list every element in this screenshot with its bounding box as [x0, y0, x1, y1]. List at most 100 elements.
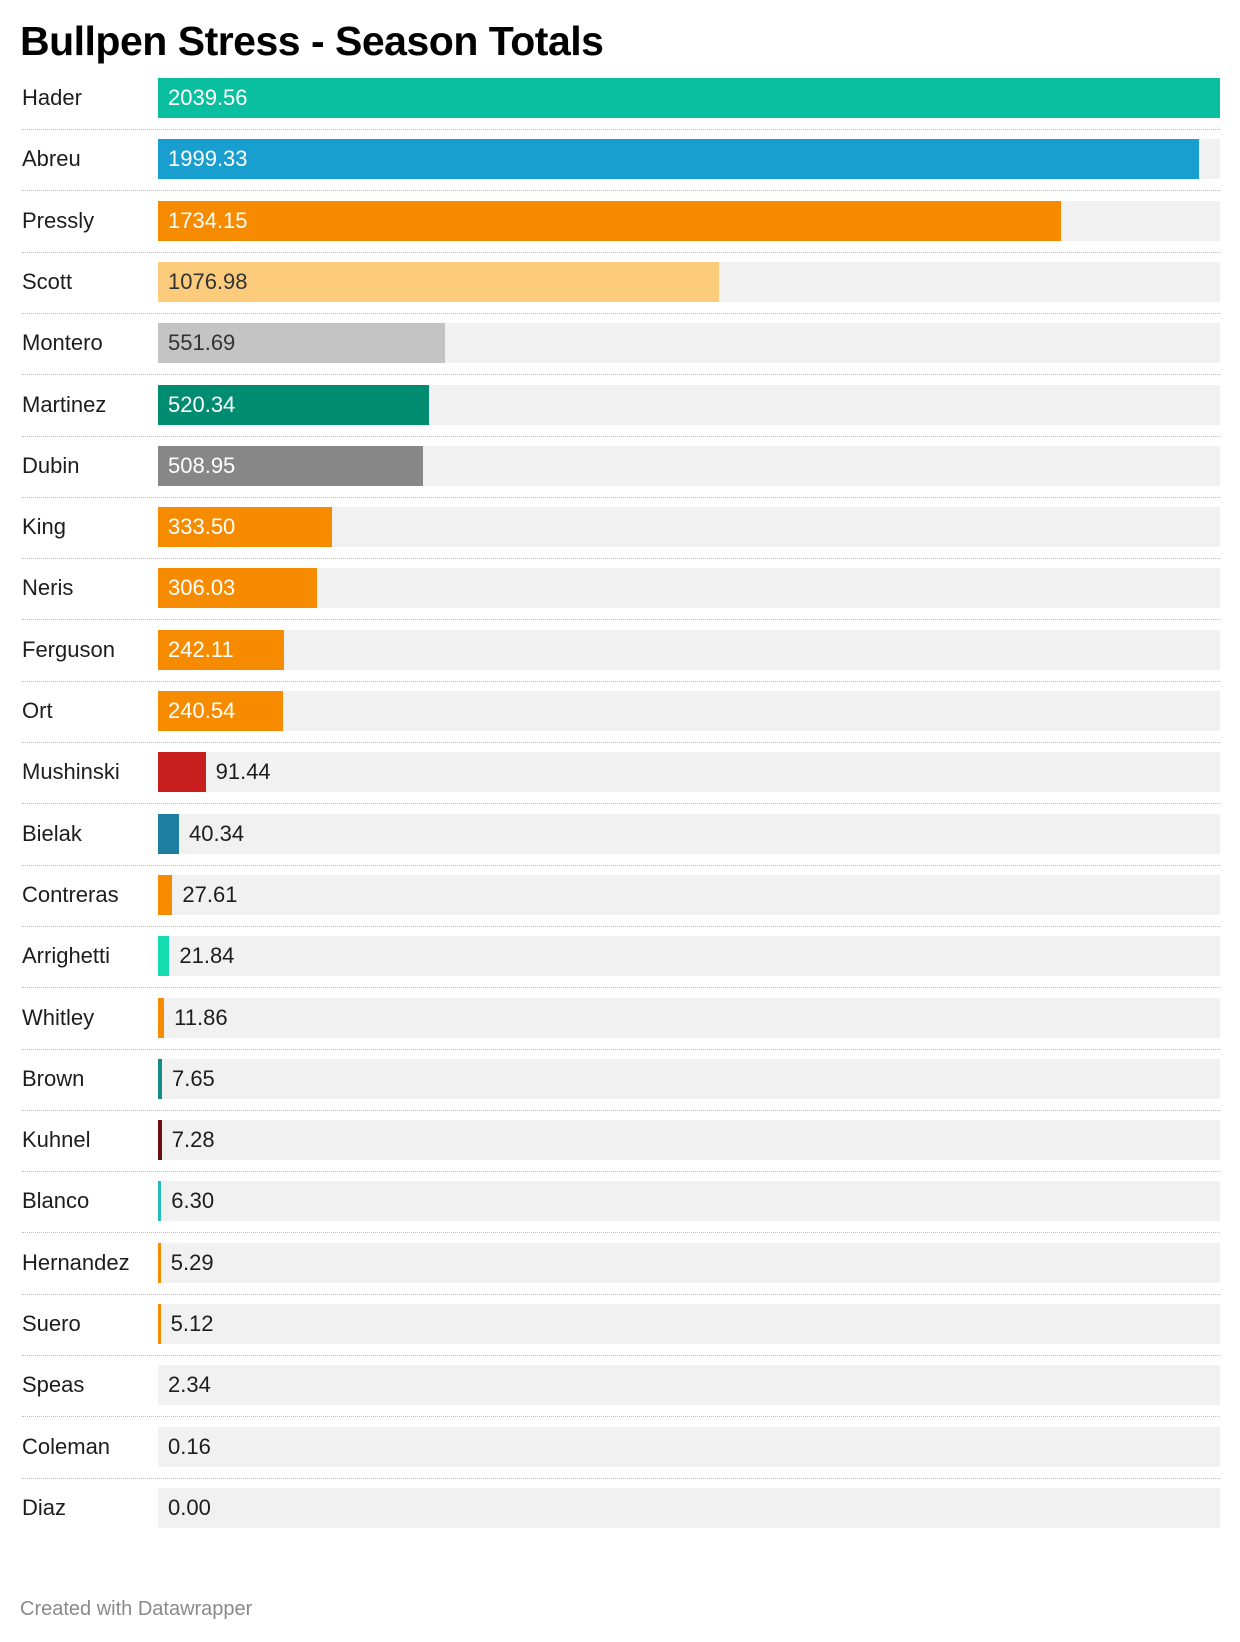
category-label: Contreras	[22, 882, 119, 907]
bar-track: 1734.15	[158, 201, 1220, 241]
value-label: 0.00	[168, 1495, 211, 1520]
bar-row: Pressly 1734.15	[0, 201, 1240, 263]
bar-track: 1076.98	[158, 262, 1220, 302]
bar-track: 508.95	[158, 446, 1220, 486]
category-label: Ferguson	[22, 637, 115, 662]
value-label: 27.61	[182, 882, 238, 907]
row-divider	[22, 1232, 1220, 1233]
bar	[158, 1304, 161, 1344]
footer-credit: Created with Datawrapper	[20, 1598, 253, 1620]
row-divider	[22, 865, 1220, 866]
bar-row: Speas 2.34	[0, 1365, 1240, 1427]
row-divider	[22, 497, 1220, 498]
category-label: Scott	[22, 269, 73, 294]
bar-row: Neris 306.03	[0, 568, 1240, 630]
row-divider	[22, 558, 1220, 559]
bar	[158, 691, 284, 731]
bar-track: 7.28	[158, 1120, 1220, 1160]
bar	[158, 507, 332, 547]
bar-row: Hernandez 5.29	[0, 1243, 1240, 1305]
category-label: Hader	[22, 85, 82, 110]
row-divider	[22, 619, 1220, 620]
bar-row: Hader 2039.56	[0, 78, 1240, 140]
bar-row: Montero 551.69	[0, 323, 1240, 385]
row-divider	[22, 987, 1220, 988]
category-label: Neris	[22, 575, 74, 600]
bar	[158, 323, 446, 363]
bar-track: 551.69	[158, 323, 1220, 363]
bar	[158, 568, 318, 608]
value-label: 6.30	[171, 1188, 215, 1213]
bar-row: Scott 1076.98	[0, 262, 1240, 324]
category-label: Hernandez	[22, 1250, 130, 1275]
value-label: 0.16	[168, 1434, 211, 1459]
value-label: 520.34	[168, 392, 236, 417]
value-label: 333.50	[168, 514, 236, 539]
bar-track: 7.65	[158, 1059, 1220, 1099]
bar-row: Abreu 1999.33	[0, 139, 1240, 201]
bar-track: 0.00	[158, 1488, 1220, 1528]
value-label: 5.12	[170, 1311, 214, 1336]
bar-row: Dubin 508.95	[0, 446, 1240, 508]
bar-track: 11.86	[158, 998, 1220, 1038]
row-divider	[22, 252, 1220, 253]
bar	[158, 1181, 162, 1221]
bar	[158, 998, 165, 1038]
category-label: Kuhnel	[22, 1127, 91, 1152]
chart-title: Bullpen Stress - Season Totals	[20, 18, 604, 64]
value-label: 242.11	[168, 637, 234, 662]
value-label: 1734.15	[168, 208, 248, 233]
bar-track: 520.34	[158, 385, 1220, 425]
value-label: 2.34	[168, 1372, 211, 1397]
bar-row: Contreras 27.61	[0, 875, 1240, 937]
bar	[158, 446, 423, 486]
category-label: Brown	[22, 1066, 85, 1091]
bar-row: Arrighetti 21.84	[0, 936, 1240, 998]
bar	[158, 936, 170, 976]
bar	[158, 262, 719, 302]
bar-track: 5.12	[158, 1304, 1220, 1344]
category-label: King	[22, 514, 67, 539]
bar	[158, 1120, 162, 1160]
bar	[158, 139, 1200, 179]
value-label: 7.65	[171, 1066, 215, 1091]
bar-row: Bielak 40.34	[0, 814, 1240, 876]
bar-row: Ort 240.54	[0, 691, 1240, 753]
row-divider	[22, 681, 1220, 682]
bar-track: 333.50	[158, 507, 1220, 547]
bar-track: 2039.56	[158, 78, 1220, 118]
bar	[158, 201, 1061, 241]
bar-track: 240.54	[158, 691, 1220, 731]
value-label: 40.34	[189, 821, 245, 846]
category-label: Blanco	[22, 1188, 90, 1213]
category-label: Dubin	[22, 453, 80, 478]
category-label: Ort	[22, 698, 53, 723]
category-label: Martinez	[22, 392, 107, 417]
bar-row: Diaz 0.00	[0, 1488, 1240, 1550]
category-label: Arrighetti	[22, 943, 111, 968]
row-divider	[22, 742, 1220, 743]
bar	[158, 385, 429, 425]
bar-track: 21.84	[158, 936, 1220, 976]
bar-track: 27.61	[158, 875, 1220, 915]
bar	[158, 78, 1220, 118]
row-divider	[22, 436, 1220, 437]
bar-track: 5.29	[158, 1243, 1220, 1283]
value-label: 1076.98	[168, 269, 248, 294]
row-divider	[22, 926, 1220, 927]
value-label: 240.54	[168, 698, 236, 723]
category-label: Coleman	[22, 1434, 111, 1459]
bar-row: Whitley 11.86	[0, 998, 1240, 1060]
row-divider	[22, 1110, 1220, 1111]
row-divider	[22, 190, 1220, 191]
bar-track: 242.11	[158, 630, 1220, 670]
category-label: Pressly	[22, 208, 95, 233]
bar-track: 2.34	[158, 1365, 1220, 1405]
bar	[158, 814, 179, 854]
bar	[158, 630, 285, 670]
row-divider	[22, 1416, 1220, 1417]
category-label: Diaz	[22, 1495, 67, 1520]
row-divider	[22, 1171, 1220, 1172]
category-label: Suero	[22, 1311, 81, 1336]
value-label: 551.69	[168, 330, 236, 355]
